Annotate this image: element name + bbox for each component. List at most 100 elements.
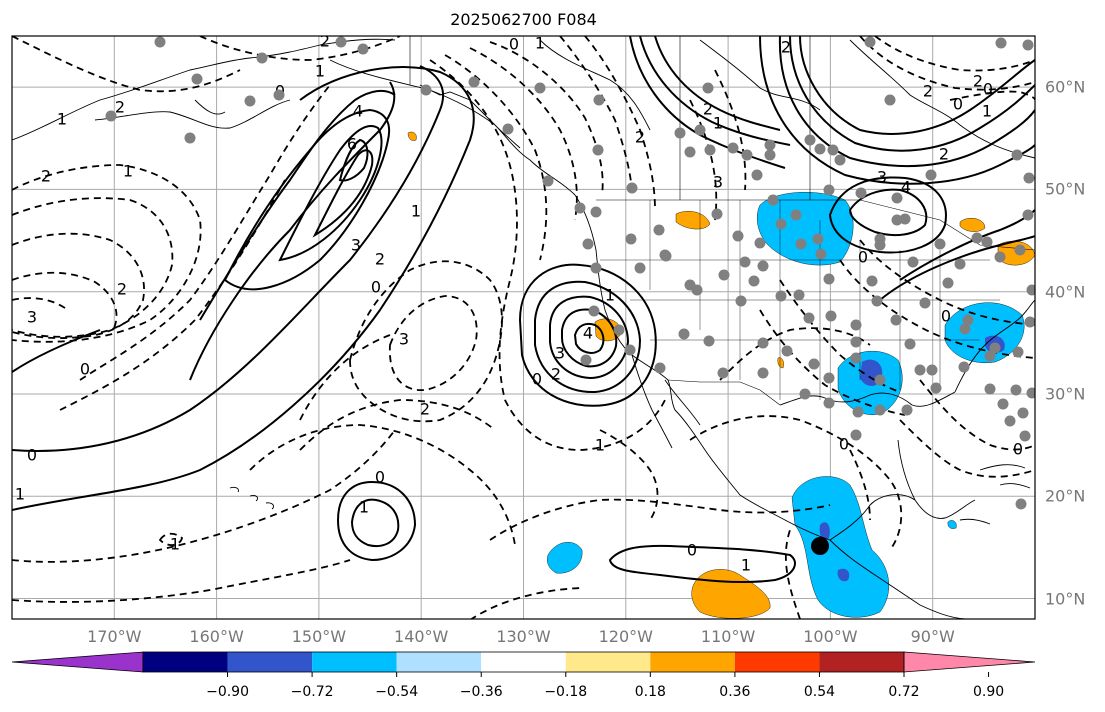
contour-value-label: 2 [420,400,430,419]
station-dot [781,345,793,357]
longitude-label: 160°W [189,627,244,646]
station-dot [691,284,703,296]
contour-line-negative [429,59,666,451]
station-dot [962,314,974,326]
map-gridlines [12,36,1035,619]
shade-strong-negative [837,568,850,582]
contour-line-positive [654,36,781,131]
contour-value-label: 2 [939,145,949,164]
station-dot [989,342,1001,354]
station-dot [702,82,714,94]
contour-value-label: 0 [1013,440,1023,459]
station-dot [764,149,776,161]
contour-value-label: 3 [713,173,723,192]
contour-value-label: 0 [839,435,849,454]
station-dot [904,338,916,350]
station-dot [184,132,196,144]
contour-value-label: 2 [320,32,330,51]
station-dot [703,335,715,347]
colorbar-tick-label: −0.72 [290,684,334,700]
colorbar-segment [734,652,820,672]
hawaii-islands [229,486,275,510]
station-dot [1022,209,1034,221]
station-dot [357,43,369,55]
station-dot [754,237,766,249]
central-america-coast [829,539,966,619]
station-dot [890,314,902,326]
station-dot [775,218,787,230]
contour-line-negative [839,259,1035,359]
latitude-label: 50°N [1045,179,1086,199]
station-dot [823,372,835,384]
longitude-label: 100°W [803,627,858,646]
colorbar-segment [819,652,904,672]
contour-line-negative [12,36,241,93]
contour-value-label: 1 [713,114,723,133]
station-dot [588,305,600,317]
station-dot [273,89,285,101]
colorbar-segment [650,652,735,672]
colorbar [11,651,1036,677]
colorbar-segment [481,652,566,672]
contour-line-positive [778,36,1035,168]
station-dot [850,429,862,441]
station-dot [914,364,926,376]
station-dot [624,344,636,356]
contour-value-label: 1 [315,62,325,81]
longitude-label: 90°W [910,627,955,646]
colorbar-extend-low [11,651,144,673]
canada-north-coast [539,39,1035,159]
contour-line-positive [350,498,400,548]
station-dot [959,323,971,335]
shade-positive-region [691,569,771,619]
contour-line-positive [518,263,657,407]
map-frame [11,35,1036,620]
colorbar-tick-label: −0.90 [206,684,249,700]
contour-value-label: 0 [532,370,542,389]
contour-line-negative [12,197,174,338]
station-dot [1026,387,1035,399]
baja-peninsula [631,354,701,449]
station-dot [1014,244,1026,256]
contour-line-positive [336,480,417,562]
colorbar-tick-label: 0.72 [888,684,920,700]
contour-value-label: 1 [170,535,180,554]
station-dot [1026,284,1035,296]
colorbar-segment [143,652,228,672]
station-dot [757,260,769,272]
station-dot [420,84,432,96]
station-dot [790,209,802,221]
station-dot [871,295,883,307]
station-dot [808,358,820,370]
contour-line-negative [949,90,1035,101]
contour-line-negative [12,297,66,309]
contour-line-negative [199,36,401,61]
territory-border [409,36,811,200]
contour-line-negative [12,164,202,343]
contour-value-label: 0 [687,541,697,560]
station-dot [775,290,787,302]
contour-line-negative [584,36,656,211]
station-dot [825,310,837,322]
station-dot [1023,172,1035,184]
contour-line-negative [874,36,1035,72]
shade-positive-region [675,211,711,230]
station-dot [834,154,846,166]
station-dot [1011,149,1023,161]
contour-value-label: 2 [115,98,125,117]
colorbar-tick-label: 0.90 [972,684,1005,700]
station-dot [803,312,815,324]
station-dot [105,110,117,122]
station-dot [984,383,996,395]
contour-value-label: 1 [411,202,421,221]
station-dot [1022,39,1034,51]
colorbar-tick-label: 0.54 [803,684,836,700]
station-dot [795,238,807,250]
station-dot [874,404,886,416]
shade-negative-region [791,476,889,618]
station-dot [930,382,942,394]
contour-line-positive [879,235,1035,301]
contour-value-label: 2 [117,280,127,299]
contour-value-label: 1 [359,498,369,517]
